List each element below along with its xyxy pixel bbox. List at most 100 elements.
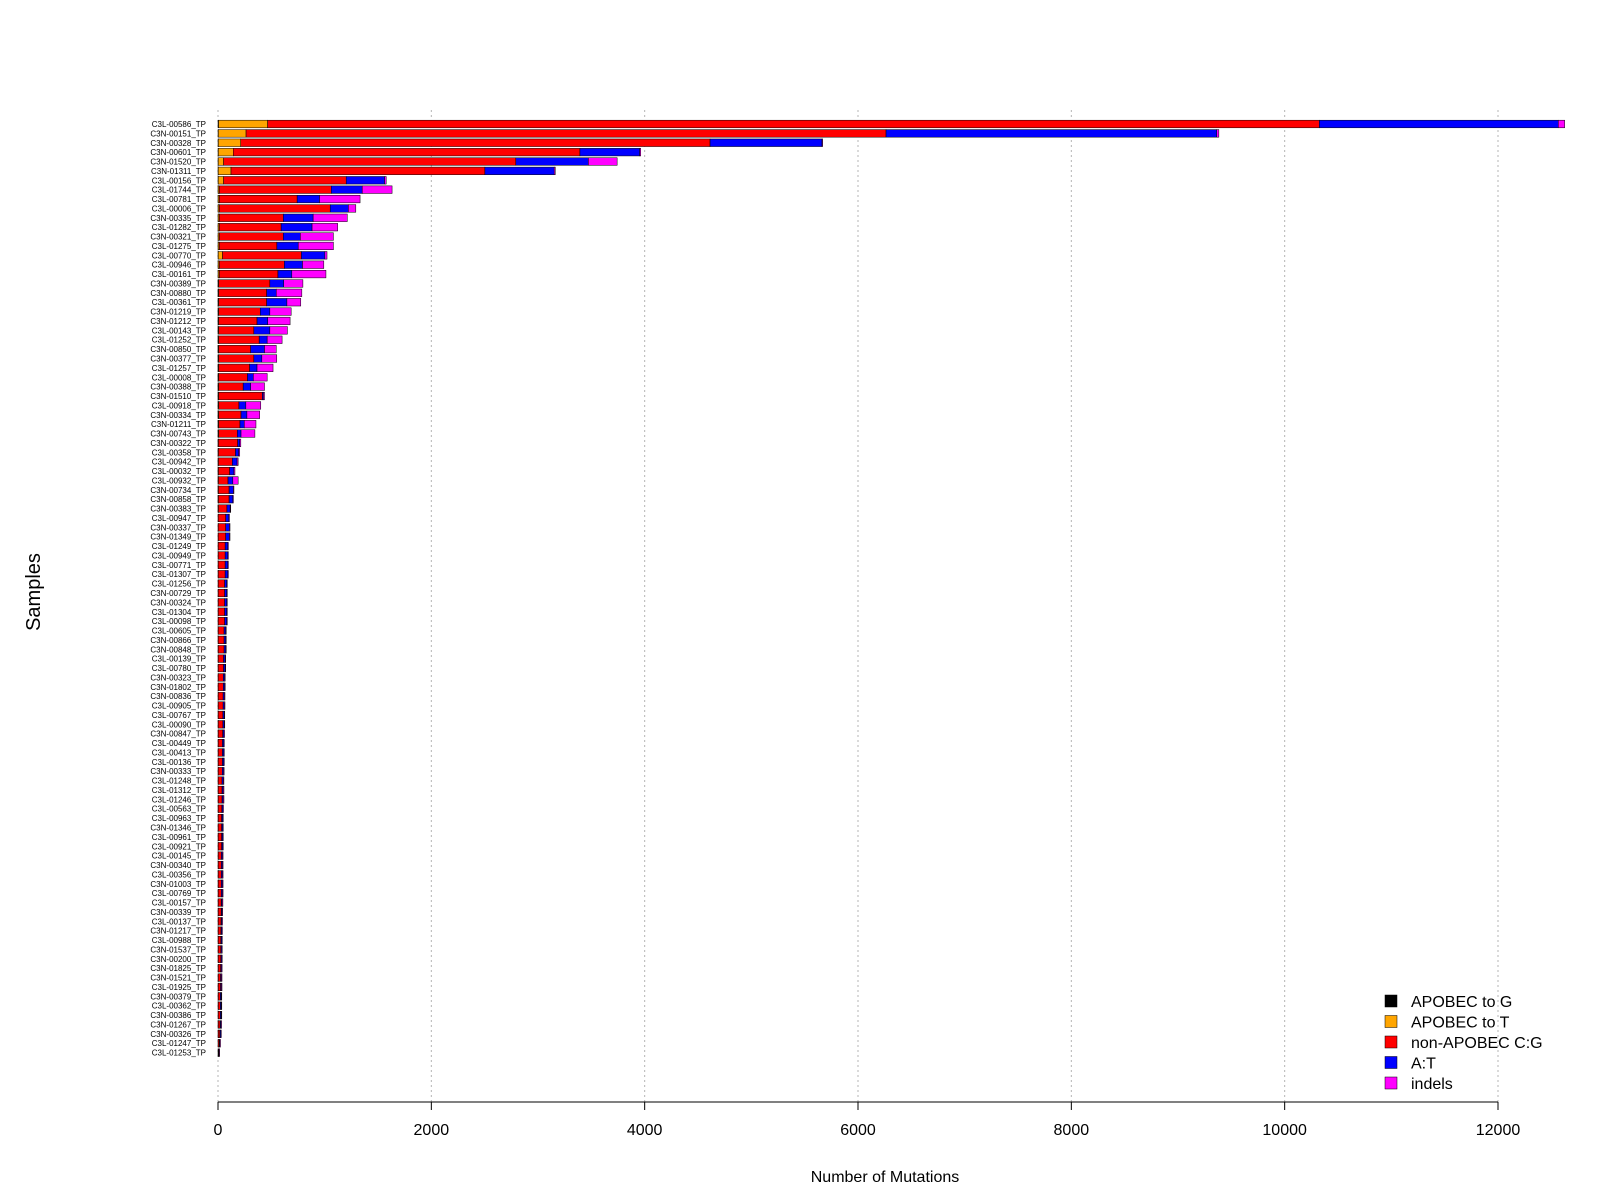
bar-segment [218,438,238,447]
bar-segment [220,1011,223,1020]
sample-label: C3L-01304_TP [152,608,206,617]
sample-label: C3L-00563_TP [152,805,206,814]
bar-segment [384,176,387,185]
bar-segment [324,251,328,260]
legend-swatch [1384,1035,1398,1049]
bar-segment [224,682,226,691]
bar-segment [223,157,517,166]
sample-label: C3L-00918_TP [152,401,206,410]
bar-segment [218,485,230,494]
bar-segment [639,148,641,157]
sample-label: C3N-00866_TP [150,636,206,645]
sample-label: C3L-01257_TP [152,364,206,373]
bar-segment [296,194,320,204]
sample-label: C3L-00780_TP [152,664,206,673]
bar-segment [348,204,357,213]
bar-segment [236,457,239,466]
bar-segment [223,767,225,776]
bar-segment [225,626,227,635]
bar-segment [223,776,225,785]
bar-segment [217,851,222,860]
sample-label: C3L-01249_TP [152,542,206,551]
bar-segment [217,814,222,823]
sample-label: C3L-01307_TP [152,570,206,579]
bar-segment [217,729,223,738]
sample-label: C3N-01212_TP [150,317,206,326]
bar-segment [217,982,221,992]
legend-label: non-APOBEC C:G [1411,1035,1543,1052]
bar-segment [261,354,278,363]
bar-segment [217,992,221,1001]
legend-swatch [1384,1076,1398,1090]
bar-segment [217,926,222,935]
bar-segment [217,860,222,870]
bar-segment [218,476,229,485]
sample-labels: C3L-00586_TPC3N-00151_TPC3N-00328_TPC3N-… [150,120,206,1058]
bar-segment [319,194,361,204]
sample-label: C3L-01247_TP [152,1039,206,1048]
sample-label: C3L-00946_TP [152,261,206,270]
bar-segment [240,410,248,419]
bar-segment [242,382,251,391]
bar-segment [223,739,225,748]
legend-swatch [1384,994,1398,1008]
bar-segment [217,1029,221,1038]
bar-segment [218,288,267,297]
sample-label: C3N-01520_TP [150,158,206,167]
bar-segment [221,926,223,935]
x-tick-label: 6000 [840,1122,876,1139]
sample-label: C3N-00339_TP [150,908,206,917]
sample-label: C3N-00323_TP [150,673,206,682]
bar-segment [218,391,263,401]
sample-label: C3N-00322_TP [150,439,206,448]
sample-label: C3N-00337_TP [150,523,206,532]
bar-segment [217,936,222,945]
sample-label: C3L-00949_TP [152,551,206,560]
bar-segment [217,748,223,757]
bar-segment [218,298,267,307]
bar-segment [219,204,331,213]
bar-segment [217,710,224,719]
sample-label: C3N-00326_TP [150,1030,206,1039]
bar-segment [229,467,235,476]
sample-label: C3L-00136_TP [152,758,206,767]
bar-segment [217,663,224,673]
sample-label: C3L-00961_TP [152,833,206,842]
bar-segment [217,166,232,175]
bar-segment [217,832,222,841]
bar-segment [283,279,304,288]
sample-label: C3L-00139_TP [152,655,206,664]
bar-segment [219,185,332,194]
bar-segment [229,532,231,541]
bar-segment [267,316,291,326]
bar-segment [218,335,260,344]
sample-label: C3N-00729_TP [150,589,206,598]
x-tick-label: 10000 [1262,1122,1307,1139]
bar-segment [218,504,228,513]
bar-segment [217,570,226,579]
bar-segment [218,129,247,138]
sample-label: C3L-01925_TP [152,983,206,992]
bar-segment [258,335,268,344]
sample-label: C3N-01521_TP [150,974,206,983]
bar-segment [312,213,348,222]
bar-segment [233,485,235,494]
bar-segment [222,795,225,804]
sample-label: C3N-01802_TP [150,683,206,692]
bar-segment [232,476,239,485]
bar-segment [232,495,234,504]
bar-segment [229,523,231,532]
bar-segment [286,298,302,307]
sample-label: C3N-00847_TP [150,730,206,739]
sample-label: C3L-00143_TP [152,326,206,335]
bar-segment [217,654,224,663]
bar-segment [250,382,265,391]
sample-label: C3N-00850_TP [150,345,206,354]
bar-segment [219,194,298,204]
bar-segment [253,326,271,335]
bar-segment [217,673,224,682]
bar-segment [217,795,223,804]
bar-segment [223,710,226,719]
bar-segment [283,213,314,222]
